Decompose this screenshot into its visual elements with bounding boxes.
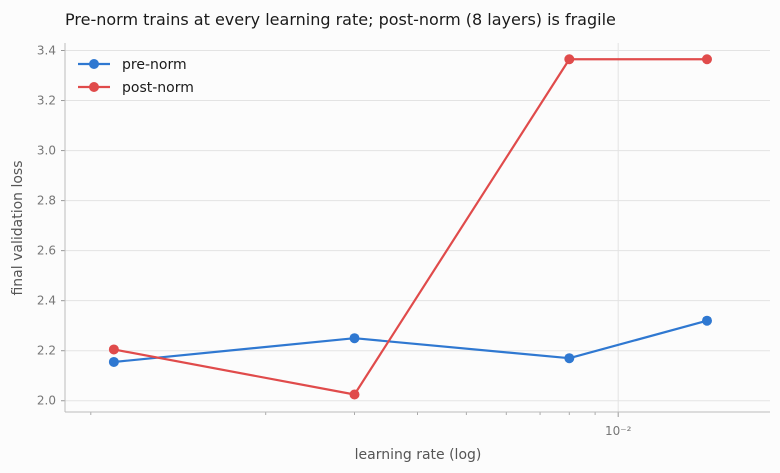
series-pre-norm	[108, 315, 712, 367]
data-point-post-norm	[108, 344, 119, 355]
data-point-pre-norm	[108, 356, 119, 367]
x-axis-label: learning rate (log)	[355, 447, 482, 463]
y-tick-label: 2.2	[37, 344, 56, 358]
legend-marker-pre-norm	[89, 59, 99, 69]
y-tick-label: 3.4	[37, 44, 56, 58]
legend-item-pre-norm: pre-norm	[78, 57, 187, 73]
grid	[65, 43, 770, 412]
y-tick-label: 3.2	[37, 94, 56, 108]
series-line-pre-norm	[113, 319, 708, 364]
y-tick-label: 2.6	[37, 244, 56, 258]
series-layer	[108, 54, 712, 400]
x-tick-label: 10⁻²	[605, 424, 632, 438]
legend-marker-post-norm	[89, 82, 99, 92]
y-axis-label: final validation loss	[10, 160, 26, 295]
data-point-pre-norm	[564, 353, 575, 364]
data-point-pre-norm	[349, 333, 360, 344]
series-post-norm	[108, 54, 712, 400]
legend-item-post-norm: post-norm	[78, 80, 194, 96]
data-point-post-norm	[349, 389, 360, 400]
series-line-post-norm	[113, 58, 707, 396]
data-point-pre-norm	[701, 315, 712, 326]
data-point-post-norm	[564, 54, 575, 65]
legend: pre-norm post-norm	[78, 57, 194, 96]
y-tick-label: 2.0	[37, 394, 56, 408]
y-tick-label: 2.4	[37, 294, 56, 308]
data-point-post-norm	[701, 54, 712, 65]
y-tick-label: 3.0	[37, 144, 56, 158]
y-tick-label: 2.8	[37, 194, 56, 208]
chart-title: Pre-norm trains at every learning rate; …	[65, 10, 616, 29]
axes: 2.0 2.2 2.4 2.6 2.8 3.0 3.2 3.4 10⁻²	[37, 43, 770, 438]
legend-label-pre-norm: pre-norm	[122, 57, 187, 73]
legend-label-post-norm: post-norm	[122, 80, 194, 96]
